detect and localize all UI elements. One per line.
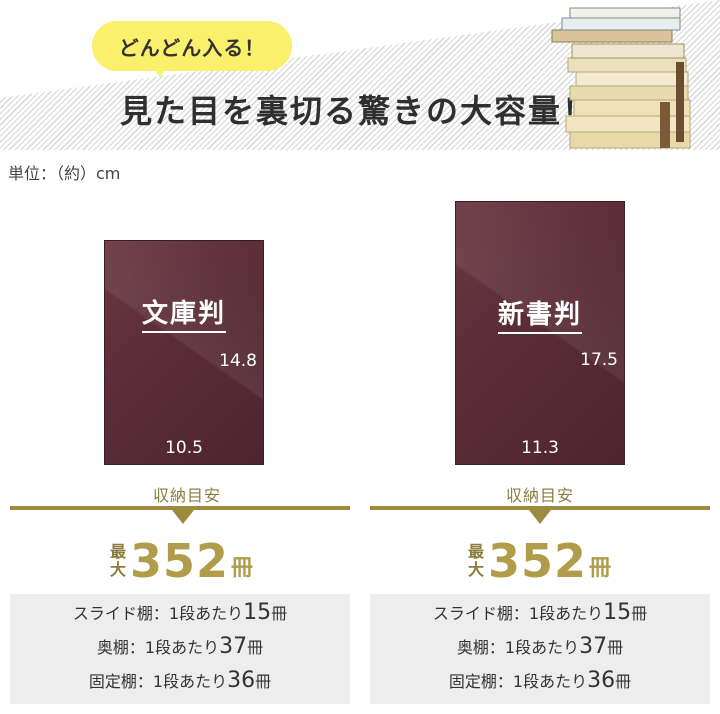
- height-dimension: 17.5: [580, 350, 618, 370]
- row-label: スライド棚：1段あたり: [432, 604, 604, 623]
- max-prefix-2: 大: [110, 560, 127, 579]
- row-unit: 冊: [255, 672, 272, 691]
- row-unit: 冊: [247, 638, 264, 657]
- row-value: 37: [579, 634, 608, 659]
- height-dimension: 14.8: [219, 351, 257, 371]
- max-capacity-unit: 冊: [589, 556, 612, 581]
- headline: 見た目を裏切る驚きの大容量！: [120, 92, 597, 130]
- row-unit: 冊: [607, 638, 624, 657]
- row-unit: 冊: [271, 604, 288, 623]
- row-value: 36: [227, 668, 256, 693]
- card-title-text: 文庫判: [141, 299, 226, 333]
- max-capacity: 最 大 352 冊: [468, 534, 611, 588]
- max-prefix: 最 大: [110, 543, 126, 579]
- speech-bubble: どんどん入る！: [92, 21, 292, 71]
- storage-guide-label: 収納目安: [505, 486, 574, 505]
- row-unit: 冊: [631, 604, 648, 623]
- shelf-breakdown-box: スライド棚：1段あたり15冊 奥棚：1段あたり37冊 固定棚：1段あたり36冊: [10, 594, 350, 704]
- bubble-text: どんどん入る！: [118, 35, 266, 60]
- shelf-row-fixed: 固定棚：1段あたり36冊: [10, 668, 350, 693]
- row-label: 奥棚：1段あたり: [456, 638, 580, 657]
- max-capacity-value: 352: [488, 534, 588, 588]
- row-value: 15: [243, 600, 272, 625]
- card-title: 新書判: [456, 294, 624, 334]
- max-prefix: 最 大: [468, 543, 484, 579]
- row-label: 奥棚：1段あたり: [96, 638, 220, 657]
- gold-divider-line: [10, 506, 350, 510]
- shelf-row-slide: スライド棚：1段あたり15冊: [370, 600, 710, 625]
- row-label: 固定棚：1段あたり: [88, 672, 228, 691]
- shelf-row-fixed: 固定棚：1段あたり36冊: [370, 668, 710, 693]
- width-dimension: 11.3: [521, 438, 559, 458]
- down-arrow-icon: [529, 510, 551, 524]
- max-capacity: 最 大 352 冊: [110, 534, 253, 588]
- max-capacity-value: 352: [130, 534, 230, 588]
- width-dimension: 10.5: [165, 438, 203, 458]
- shelf-row-slide: スライド棚：1段あたり15冊: [10, 600, 350, 625]
- speech-bubble-tail: [150, 62, 170, 78]
- card-title: 文庫判: [105, 293, 263, 333]
- row-value: 15: [603, 600, 632, 625]
- unit-label: 単位：（約）cm: [8, 164, 121, 183]
- row-label: スライド棚：1段あたり: [72, 604, 244, 623]
- max-prefix-2: 大: [468, 560, 485, 579]
- card-title-text: 新書判: [497, 300, 582, 334]
- row-label: 固定棚：1段あたり: [448, 672, 588, 691]
- book-size-card-bunko: 文庫判 14.8 10.5: [104, 240, 264, 465]
- book-size-card-shinsho: 新書判 17.5 11.3: [455, 201, 625, 465]
- row-value: 37: [219, 634, 248, 659]
- max-prefix-1: 最: [468, 542, 485, 561]
- shelf-row-back: 奥棚：1段あたり37冊: [10, 634, 350, 659]
- gold-divider-line: [370, 506, 710, 510]
- shelf-row-back: 奥棚：1段あたり37冊: [370, 634, 710, 659]
- storage-guide-label: 収納目安: [152, 486, 221, 505]
- book-stack-illustration: [551, 7, 691, 149]
- row-unit: 冊: [615, 672, 632, 691]
- max-capacity-unit: 冊: [231, 556, 254, 581]
- max-prefix-1: 最: [110, 542, 127, 561]
- shelf-breakdown-box: スライド棚：1段あたり15冊 奥棚：1段あたり37冊 固定棚：1段あたり36冊: [370, 594, 710, 704]
- down-arrow-icon: [172, 510, 194, 524]
- row-value: 36: [587, 668, 616, 693]
